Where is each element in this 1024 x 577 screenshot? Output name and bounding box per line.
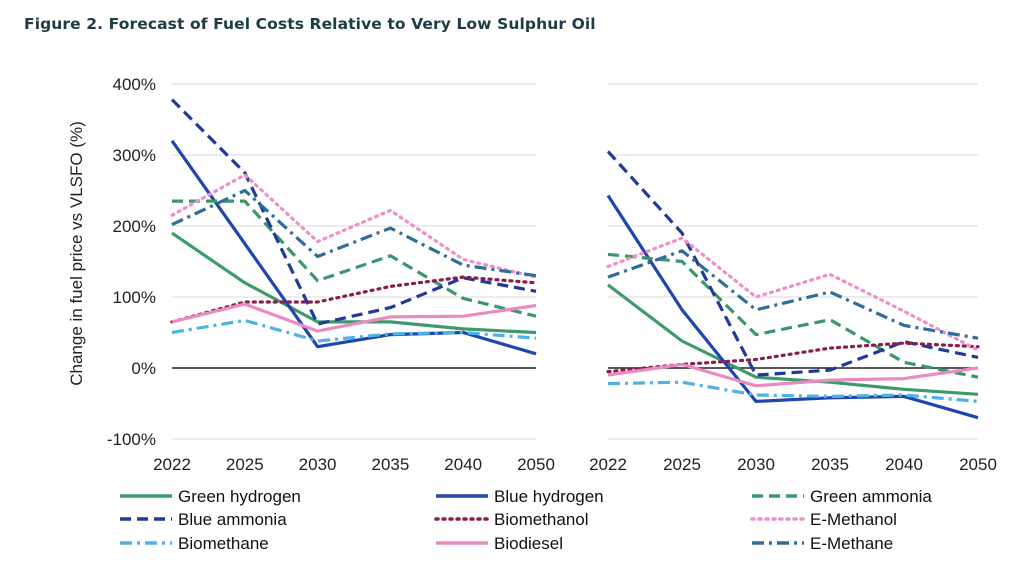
- x-tick-label: 2030: [299, 455, 337, 474]
- series-line-blue-ammonia: [170, 98, 537, 326]
- x-tick-label: 2022: [153, 455, 191, 474]
- series-line-e-methanol: [606, 236, 980, 352]
- legend-label: Blue hydrogen: [494, 487, 604, 506]
- series-line-biomethane: [171, 318, 537, 343]
- legend-label: Biodiesel: [494, 534, 563, 553]
- x-tick-label: 2022: [589, 455, 627, 474]
- x-tick-label: 2025: [663, 455, 701, 474]
- legend-item: Biomethane: [120, 534, 269, 553]
- y-tick-label: -100%: [107, 430, 156, 449]
- x-tick-label: 2035: [371, 455, 409, 474]
- legend-item: Green ammonia: [752, 487, 932, 506]
- legend-label: E-Methane: [810, 534, 893, 553]
- series-line-green-ammonia: [607, 252, 979, 379]
- legend-item: Green hydrogen: [120, 487, 301, 506]
- series-line-e-methanol: [170, 173, 538, 279]
- legend-item: E-Methane: [752, 534, 893, 553]
- legend-label: Blue ammonia: [178, 510, 287, 529]
- x-tick-label: 2050: [517, 455, 555, 474]
- series-line-biodiesel: [607, 362, 979, 388]
- series-line-green-hydrogen: [171, 231, 537, 335]
- series-line-green-ammonia: [172, 199, 537, 318]
- series-line-biodiesel: [171, 302, 537, 333]
- y-tick-label: 100%: [113, 288, 156, 307]
- legend-item: E-Methanol: [750, 510, 897, 529]
- series-line-e-methane: [607, 249, 979, 340]
- legend-label: E-Methanol: [810, 510, 897, 529]
- legend-label: Green ammonia: [810, 487, 932, 506]
- figure-title: Figure 2. Forecast of Fuel Costs Relativ…: [24, 15, 596, 33]
- legend-item: Blue ammonia: [120, 510, 287, 529]
- series-line-blue-hydrogen: [606, 194, 979, 420]
- series-line-biomethanol: [170, 275, 538, 324]
- y-tick-label: 300%: [113, 146, 156, 165]
- series-line-biomethane: [607, 380, 979, 403]
- series-line-blue-ammonia: [606, 150, 979, 377]
- series-line-e-methane: [171, 188, 537, 278]
- x-tick-label: 2025: [226, 455, 264, 474]
- x-tick-label: 2030: [737, 455, 775, 474]
- series-line-green-hydrogen: [607, 283, 979, 396]
- legend-label: Biomethanol: [494, 510, 589, 529]
- x-tick-label: 2040: [885, 455, 923, 474]
- x-tick-label: 2050: [959, 455, 997, 474]
- legend-label: Green hydrogen: [178, 487, 301, 506]
- series-line-blue-hydrogen: [170, 139, 537, 356]
- y-tick-label: 400%: [113, 75, 156, 94]
- y-axis-label: Change in fuel price vs VLSFO (%): [67, 121, 86, 386]
- x-tick-label: 2040: [444, 455, 482, 474]
- x-tick-label: 2035: [811, 455, 849, 474]
- y-tick-label: 0%: [131, 359, 156, 378]
- legend-label: Biomethane: [178, 534, 269, 553]
- legend-item: Blue hydrogen: [436, 487, 604, 506]
- y-tick-label: 200%: [113, 217, 156, 236]
- legend-item: Biomethanol: [434, 510, 589, 529]
- legend-item: Biodiesel: [436, 534, 563, 553]
